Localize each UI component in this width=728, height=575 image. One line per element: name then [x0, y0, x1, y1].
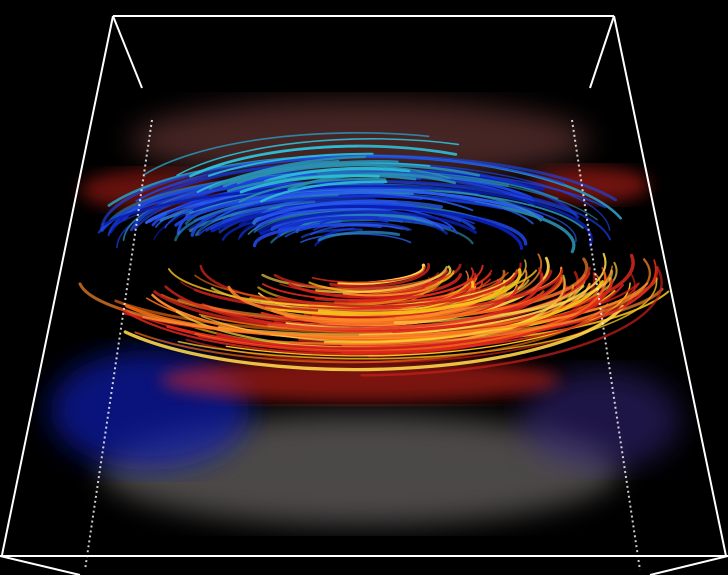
streamline: [360, 265, 663, 377]
streamline: [142, 282, 649, 338]
streamline: [189, 144, 458, 178]
streamline: [100, 154, 617, 231]
streamline: [257, 210, 478, 235]
streamline: [329, 262, 431, 288]
streamline: [260, 180, 388, 203]
streamline: [308, 270, 455, 294]
streamline: [252, 199, 444, 224]
streamline: [123, 304, 625, 372]
streamline: [261, 267, 475, 301]
box-inner-right-bottom: [649, 555, 728, 575]
streamline: [190, 190, 577, 243]
streamline: [176, 137, 460, 177]
streamline: [205, 202, 416, 232]
streamline: [311, 266, 426, 284]
box-inner-left-top: [112, 15, 143, 89]
streamline: [101, 185, 400, 227]
streamline: [268, 258, 651, 346]
streamline: [238, 177, 387, 203]
streamline: [317, 268, 522, 315]
streamline: [317, 230, 401, 242]
streamline: [174, 193, 339, 242]
streamline: [227, 285, 492, 322]
bounding-box: [0, 15, 728, 575]
vortex-lower-streamlines: [78, 252, 670, 377]
streamline: [239, 174, 380, 194]
streamline: [211, 192, 474, 223]
streamline: [197, 259, 657, 353]
streamline: [207, 152, 374, 177]
box-left-edge: [1, 15, 114, 556]
streamline: [210, 204, 524, 250]
streamline: [342, 281, 440, 297]
streamline: [276, 271, 519, 308]
streamline: [143, 131, 430, 176]
streamline: [194, 271, 509, 305]
streamline: [222, 163, 481, 188]
streamline: [198, 197, 376, 233]
box-back-left: [84, 119, 153, 571]
box-back-right: [571, 119, 641, 571]
streamline: [319, 216, 380, 225]
streamline: [315, 266, 448, 294]
streamline: [119, 294, 604, 356]
streamline: [393, 269, 614, 324]
streamline: [300, 228, 363, 239]
streamline: [205, 186, 431, 212]
streamline: [264, 166, 411, 183]
box-inner-left-bottom: [0, 555, 81, 575]
box-inner-right-top: [589, 15, 615, 89]
streamline: [153, 278, 561, 331]
streamline: [190, 284, 624, 351]
box-right-edge: [613, 15, 727, 557]
vortex-top-cyan-streamlines: [143, 131, 481, 203]
streamline: [310, 223, 410, 236]
